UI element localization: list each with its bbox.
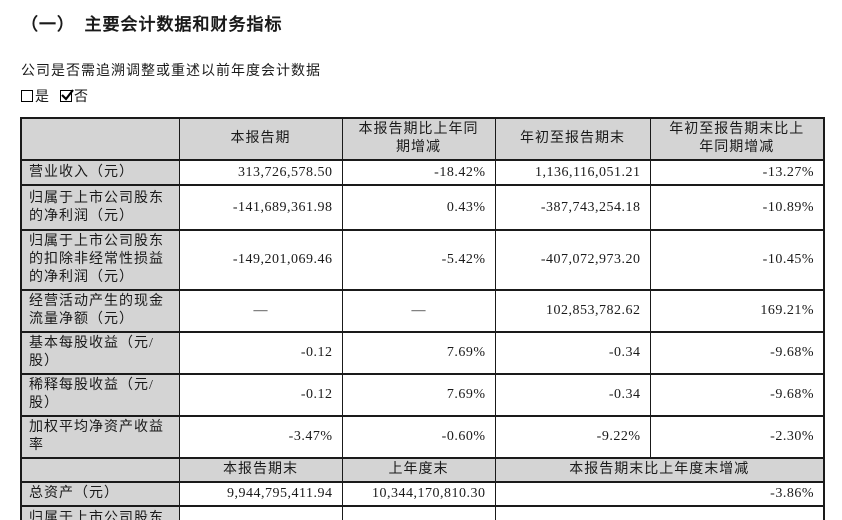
cell-value: -10.89% — [649, 184, 825, 231]
row-label: 归属于上市公司股东的净利润（元） — [20, 184, 180, 231]
restatement-answer: 是 否 — [21, 86, 99, 106]
row-label: 加权平均净资产收益率 — [20, 415, 180, 459]
table-row: 归属于上市公司股东的净利润（元） -141,689,361.98 0.43% -… — [20, 184, 825, 231]
cell-value: 169.21% — [649, 289, 825, 333]
cell-value: 7.69% — [341, 331, 496, 375]
checkbox-yes: 是 — [21, 86, 50, 106]
checkbox-unchecked-icon — [21, 90, 33, 102]
checkbox-no-label: 否 — [74, 90, 89, 105]
corner-header — [20, 117, 180, 161]
col-header-ytd-yoy-change: 年初至报告期末比上年同期增减 — [649, 117, 825, 161]
table-row: 稀释每股收益（元/股） -0.12 7.69% -0.34 -9.68% — [20, 373, 825, 417]
cell-value: -0.34 — [494, 331, 651, 375]
cell-value: — — [178, 289, 343, 333]
table-row: 加权平均净资产收益率 -3.47% -0.60% -9.22% -2.30% — [20, 415, 825, 459]
cell-value: -9.68% — [649, 373, 825, 417]
cell-value: -149,201,069.46 — [178, 229, 343, 291]
cell-value: -0.60% — [341, 415, 496, 459]
col-header-period-end-change: 本报告期末比上年度末增减 — [494, 457, 825, 483]
cell-value: — — [341, 289, 496, 333]
cell-value: -0.12 — [178, 373, 343, 417]
table-row: 归属于上市公司股东的扣除非经常性损益的净利润（元） -149,201,069.4… — [20, 229, 825, 291]
col-header-current-period: 本报告期 — [178, 117, 343, 161]
col-header-ytd: 年初至报告期末 — [494, 117, 651, 161]
cell-value: -0.34 — [494, 373, 651, 417]
corner-header — [20, 457, 180, 483]
cell-value: -3.86% — [494, 481, 825, 507]
financial-indicators-table: 本报告期 本报告期比上年同期增减 年初至报告期末 年初至报告期末比上年同期增减 … — [20, 117, 825, 520]
cell-value: -9.68% — [649, 331, 825, 375]
table-row: 归属于上市公司股东的所有者权益（元） 4,014,022,839.48 4,40… — [20, 505, 825, 520]
cell-value: -10.45% — [649, 229, 825, 291]
row-label: 稀释每股收益（元/股） — [20, 373, 180, 417]
cell-value: 313,726,578.50 — [178, 159, 343, 186]
restatement-question: 公司是否需追溯调整或重述以前年度会计数据 — [21, 64, 321, 79]
cell-value: 0.43% — [341, 184, 496, 231]
row-label: 营业收入（元） — [20, 159, 180, 186]
table-row: 基本每股收益（元/股） -0.12 7.69% -0.34 -9.68% — [20, 331, 825, 375]
cell-value: 9,944,795,411.94 — [178, 481, 343, 507]
col-header-period-end: 本报告期末 — [178, 457, 343, 483]
cell-value: -18.42% — [341, 159, 496, 186]
table-header-row-1: 本报告期 本报告期比上年同期增减 年初至报告期末 年初至报告期末比上年同期增减 — [20, 117, 825, 161]
cell-value: -387,743,254.18 — [494, 184, 651, 231]
cell-value: -0.12 — [178, 331, 343, 375]
row-label: 总资产（元） — [20, 481, 180, 507]
cell-value: 4,014,022,839.48 — [178, 505, 343, 520]
cell-value: -9.22% — [494, 415, 651, 459]
cell-value: -2.30% — [649, 415, 825, 459]
row-label: 归属于上市公司股东的所有者权益（元） — [20, 505, 180, 520]
cell-value: -13.27% — [649, 159, 825, 186]
cell-value: -407,072,973.20 — [494, 229, 651, 291]
col-header-yoy-change: 本报告期比上年同期增减 — [341, 117, 496, 161]
cell-value: -5.42% — [341, 229, 496, 291]
cell-value: 10,344,170,810.30 — [341, 481, 496, 507]
cell-value: -141,689,361.98 — [178, 184, 343, 231]
cell-value: -3.47% — [178, 415, 343, 459]
col-header-prior-year-end: 上年度末 — [341, 457, 496, 483]
table-row: 经营活动产生的现金流量净额（元） — — 102,853,782.62 169.… — [20, 289, 825, 333]
table-row: 总资产（元） 9,944,795,411.94 10,344,170,810.3… — [20, 481, 825, 507]
checkbox-checked-icon — [60, 89, 74, 102]
table-header-row-2: 本报告期末 上年度末 本报告期末比上年度末增减 — [20, 457, 825, 483]
cell-value: -8.80% — [494, 505, 825, 520]
cell-value: 7.69% — [341, 373, 496, 417]
row-label: 归属于上市公司股东的扣除非经常性损益的净利润（元） — [20, 229, 180, 291]
cell-value: 1,136,116,051.21 — [494, 159, 651, 186]
row-label: 经营活动产生的现金流量净额（元） — [20, 289, 180, 333]
cell-value: 4,401,262,829.96 — [341, 505, 496, 520]
checkbox-yes-label: 是 — [35, 90, 50, 105]
section-heading: （一） 主要会计数据和财务指标 — [21, 15, 283, 34]
row-label: 基本每股收益（元/股） — [20, 331, 180, 375]
checkbox-no: 否 — [60, 86, 89, 106]
table-row: 营业收入（元） 313,726,578.50 -18.42% 1,136,116… — [20, 159, 825, 186]
cell-value: 102,853,782.62 — [494, 289, 651, 333]
